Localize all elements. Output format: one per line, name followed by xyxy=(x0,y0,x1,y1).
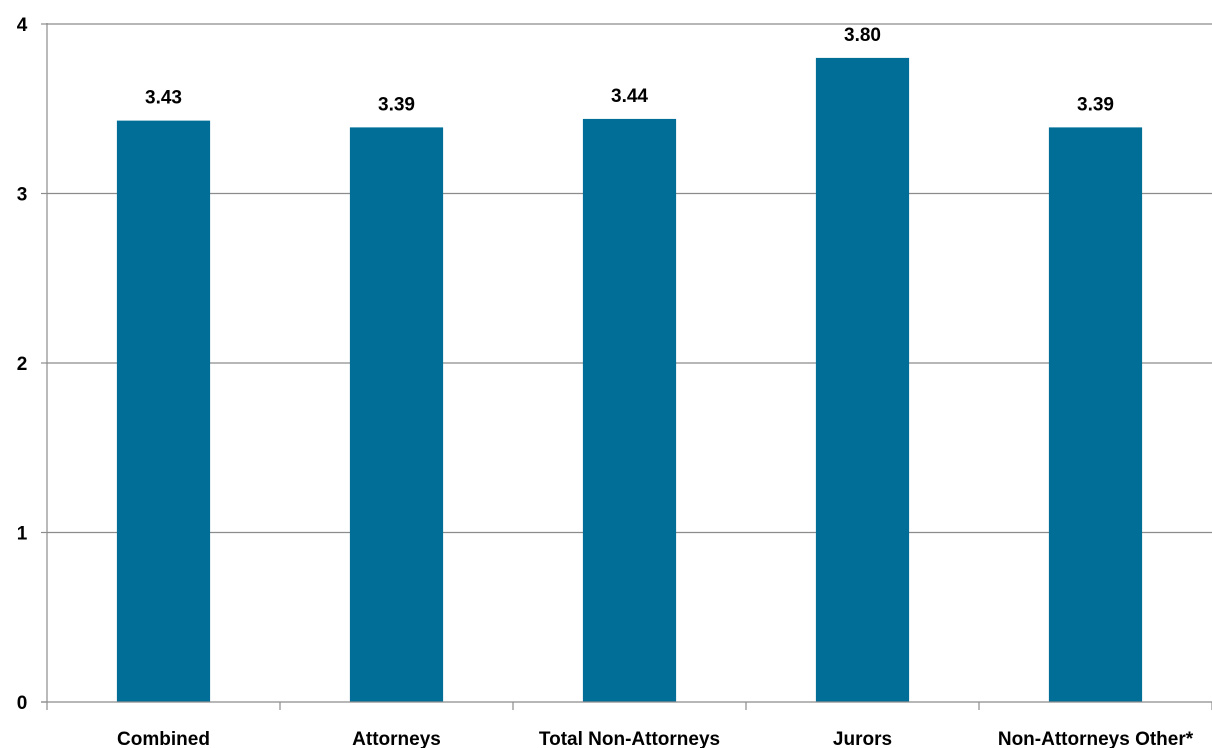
data-label: 3.80 xyxy=(844,25,881,46)
y-tick-label: 1 xyxy=(17,524,28,545)
bars xyxy=(116,57,1143,703)
x-tick-label: Attorneys xyxy=(352,729,441,748)
bar xyxy=(815,57,910,702)
x-tick-label: Non-Attorneys Other* xyxy=(998,729,1194,748)
y-tick-label: 4 xyxy=(17,15,28,36)
x-tick-label: Combined xyxy=(117,729,210,748)
labels: 0 1 2 3 4 3.43 Combined 3.39 Attorneys 3.44 Total … xyxy=(17,15,1194,748)
data-label: 3.39 xyxy=(378,94,415,115)
bar xyxy=(349,127,444,702)
bar xyxy=(582,118,677,703)
bar xyxy=(116,120,211,703)
bar xyxy=(1048,127,1143,702)
data-label: 3.43 xyxy=(145,88,182,109)
y-tick-label: 0 xyxy=(17,693,28,714)
y-tick-label: 2 xyxy=(17,354,28,375)
data-label: 3.44 xyxy=(611,86,648,107)
x-tick-label: Total Non-Attorneys xyxy=(539,729,720,748)
data-label: 3.39 xyxy=(1077,94,1114,115)
x-tick-label: Jurors xyxy=(833,729,892,748)
axes xyxy=(41,23,1212,710)
y-tick-label: 3 xyxy=(17,185,28,206)
